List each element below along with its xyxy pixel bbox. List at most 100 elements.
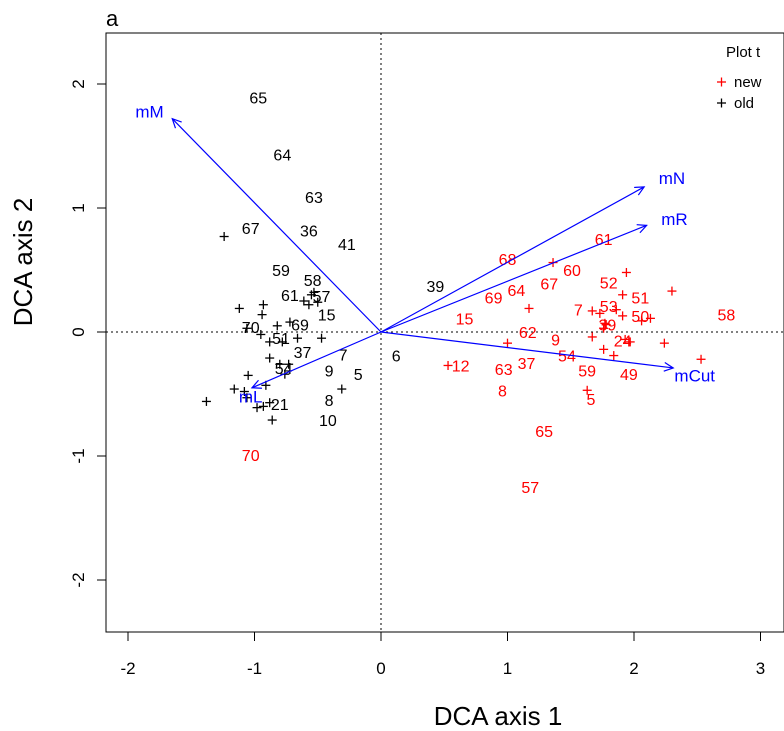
point-marker-old [239, 387, 249, 397]
point-label-new: 50 [631, 309, 649, 326]
point-marker-new [443, 360, 453, 370]
panel-label: a [106, 6, 119, 31]
x-axis-title: DCA axis 1 [434, 701, 563, 731]
point-marker-old [284, 359, 294, 369]
point-marker-new [587, 306, 597, 316]
point-label-old: 51 [272, 331, 290, 348]
point-label-new: 63 [495, 362, 513, 379]
point-marker-new [620, 334, 630, 344]
vector-mM: mM [135, 102, 382, 333]
point-label-old: 7 [339, 347, 348, 364]
point-marker-old [299, 296, 309, 306]
point-marker-old [229, 384, 239, 394]
point-marker-old [304, 300, 314, 310]
point-label-old: 54 [275, 361, 293, 378]
point-marker-old [234, 303, 244, 313]
point-label-new: 57 [521, 480, 539, 497]
point-label-old: 59 [272, 263, 290, 280]
point-marker-old [275, 359, 285, 369]
point-marker-new [582, 385, 592, 395]
point-marker-new [601, 320, 611, 330]
y-tick-label: -1 [69, 448, 88, 463]
vector-mR: mR [380, 210, 688, 333]
vector-label: mCut [674, 366, 715, 385]
point-marker-new [524, 303, 534, 313]
point-label-old: 10 [319, 413, 337, 430]
point-label-new: 39 [599, 318, 617, 335]
point-marker-old [337, 384, 347, 394]
legend-entry-old: old [717, 95, 754, 112]
point-label-new: 24 [614, 334, 632, 351]
vector-label: mN [659, 169, 685, 188]
point-label-new: 9 [551, 332, 560, 349]
y-tick-label: 1 [69, 203, 88, 212]
legend-label: old [734, 95, 754, 112]
point-marker-old [265, 353, 275, 363]
point-label-new: 37 [518, 356, 536, 373]
point-label-old: 63 [305, 190, 323, 207]
point-label-old: 5 [354, 367, 363, 384]
point-marker-new [696, 354, 706, 364]
point-label-new: 67 [540, 277, 558, 294]
point-label-new: 49 [620, 367, 638, 384]
point-label-old: 41 [338, 237, 356, 254]
point-marker-old [219, 232, 229, 242]
y-axis: -2 -1 0 1 2 [69, 79, 107, 588]
point-marker-old [252, 403, 262, 413]
point-label-old: 6 [392, 349, 401, 366]
point-marker-new [600, 318, 610, 328]
point-marker-new [609, 351, 619, 361]
point-marker-new [611, 305, 621, 315]
y-tick-label: 2 [69, 79, 88, 88]
point-marker-old [256, 329, 266, 339]
point-marker-new [645, 313, 655, 323]
point-label-old: 15 [318, 308, 336, 325]
point-marker-new [659, 338, 669, 348]
point-label-new: 54 [558, 349, 576, 366]
point-label-new: 59 [578, 363, 596, 380]
point-label-new: 64 [507, 283, 525, 300]
point-marker-new [503, 338, 512, 348]
point-marker-old [272, 321, 282, 331]
point-marker-old [242, 323, 252, 333]
point-marker-new [618, 290, 628, 300]
point-label-old: 65 [249, 91, 267, 108]
point-label-old: 70 [242, 320, 260, 337]
point-marker-new [621, 267, 631, 277]
vector-mL: mL [239, 331, 382, 406]
y-axis-title: DCA axis 2 [8, 198, 38, 327]
point-marker-old [243, 370, 253, 380]
point-marker-old [258, 300, 268, 310]
point-label-new: 12 [452, 358, 470, 375]
point-label-old: 58 [304, 273, 322, 290]
reference-lines [106, 33, 784, 632]
x-axis: -2 -1 0 1 2 3 [120, 631, 765, 678]
legend: Plot t new old [717, 44, 762, 112]
x-tick-label: 3 [756, 659, 765, 678]
point-label-old: 37 [294, 345, 312, 362]
point-marker-old [265, 337, 275, 347]
point-label-new: 52 [600, 275, 618, 292]
point-label-new: 7 [574, 303, 583, 320]
point-marker-old [313, 297, 323, 307]
x-tick-label: 2 [629, 659, 638, 678]
point-label-old: 69 [291, 318, 309, 335]
point-marker-old [257, 310, 267, 320]
point-label-old: 64 [273, 148, 291, 165]
point-marker-old [267, 415, 277, 425]
point-marker-old [306, 290, 316, 300]
point-marker-new [595, 308, 605, 318]
point-marker-new [637, 316, 647, 326]
point-marker-new [587, 332, 597, 342]
point-marker-old [258, 401, 268, 411]
vector-label: mM [135, 102, 163, 121]
point-marker-old [265, 398, 275, 408]
point-marker-old [285, 317, 295, 327]
y-tick-label: 0 [69, 327, 88, 336]
point-label-old: 9 [325, 363, 334, 380]
point-label-new: 58 [717, 308, 735, 325]
point-label-old: 39 [426, 279, 444, 296]
point-marker-new [599, 344, 609, 354]
